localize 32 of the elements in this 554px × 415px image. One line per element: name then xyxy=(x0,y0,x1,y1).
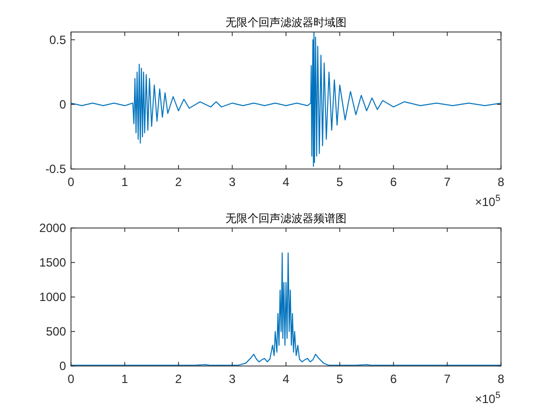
x-tick-label: 0 xyxy=(68,372,75,386)
x-tick-label: 3 xyxy=(228,372,236,386)
line-series xyxy=(71,252,501,366)
y-tick-label: 0 xyxy=(59,359,66,373)
x-tick-label: 7 xyxy=(444,175,451,189)
chart-title: 无限个回声滤波器频谱图 xyxy=(226,212,346,225)
y-tick-label: 1000 xyxy=(39,290,66,304)
x-tick-label: 7 xyxy=(444,372,451,386)
x-tick-label: 4 xyxy=(282,175,290,189)
chart-title: 无限个回声滤波器时域图 xyxy=(226,16,346,29)
x-tick-label: 5 xyxy=(336,175,344,189)
x-tick-label: 1 xyxy=(121,175,128,189)
y-tick-label: 2000 xyxy=(39,221,66,235)
x-tick-label: 8 xyxy=(498,175,505,189)
line-series xyxy=(71,32,501,167)
x-tick-label: 3 xyxy=(228,175,236,189)
x-tick-label: 6 xyxy=(390,175,398,189)
text: ×10$^{5}$ xyxy=(475,390,500,406)
y-tick-label: 500 xyxy=(46,324,66,338)
x-tick-label: 0 xyxy=(68,175,75,189)
x-tick-label: 2 xyxy=(175,372,182,386)
y-tick-label: 0 xyxy=(59,97,66,112)
y-tick-label: 0.5 xyxy=(49,32,66,47)
x-tick-label: 5 xyxy=(336,372,344,386)
y-tick-label: -0.5 xyxy=(45,162,66,176)
text: ×10$^{5}$ xyxy=(475,193,500,209)
x-tick-label: 2 xyxy=(175,175,182,189)
x-tick-label: 1 xyxy=(121,372,128,386)
x-tick-label: 4 xyxy=(282,372,290,386)
y-tick-label: 1500 xyxy=(39,256,66,270)
x-tick-label: 8 xyxy=(498,372,505,386)
x-tick-label: 6 xyxy=(390,372,398,386)
